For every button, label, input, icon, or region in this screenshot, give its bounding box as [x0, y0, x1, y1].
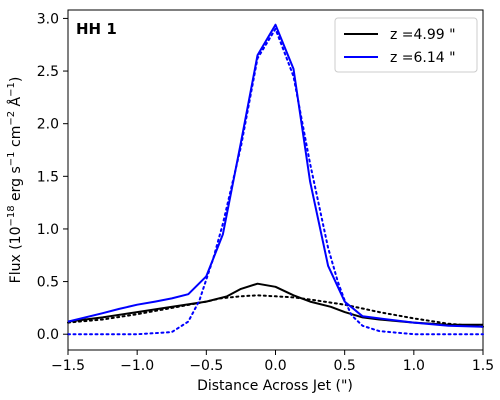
- x-tick-label: 0.5: [334, 358, 356, 374]
- y-tick-label: 3.0: [37, 11, 59, 27]
- y-tick-label: 2.0: [37, 117, 59, 133]
- x-tick-label: 0.0: [264, 358, 286, 374]
- x-tick-label: 1.0: [403, 358, 425, 374]
- x-tick-label: −1.5: [51, 358, 85, 374]
- legend: z =4.99 " z =6.14 ": [334, 17, 478, 73]
- y-tick-label: 1.0: [37, 222, 59, 238]
- y-tick-label: 0.5: [37, 275, 59, 291]
- series-layer: [67, 23, 484, 336]
- x-tick-label: −0.5: [189, 358, 223, 374]
- legend-label-series-1: z =4.99 ": [390, 27, 456, 43]
- x-ticks: −1.5 −1.0 −0.5 0.0 0.5 1.0 1.5: [51, 350, 494, 374]
- legend-box: [334, 17, 478, 73]
- y-tick-label: 1.5: [37, 169, 59, 185]
- x-tick-label: 1.5: [472, 358, 494, 374]
- y-tick-label: 2.5: [37, 64, 59, 80]
- x-tick-label: −1.0: [120, 358, 154, 374]
- series-blue-solid: [67, 23, 484, 328]
- series-black-solid: [67, 282, 483, 326]
- y-ticks: 0.0 0.5 1.0 1.5 2.0 2.5 3.0: [37, 11, 68, 343]
- y-axis-title: Flux (10−18 erg s−1 cm−2 Å−1): [6, 77, 24, 284]
- legend-label-series-2: z =6.14 ": [390, 50, 456, 66]
- panel-label: HH 1: [76, 20, 117, 38]
- series-black-dotted: [67, 294, 484, 328]
- y-tick-label: 0.0: [37, 327, 59, 343]
- x-axis-title: Distance Across Jet ("): [197, 378, 353, 394]
- series-blue-dotted: [67, 27, 484, 336]
